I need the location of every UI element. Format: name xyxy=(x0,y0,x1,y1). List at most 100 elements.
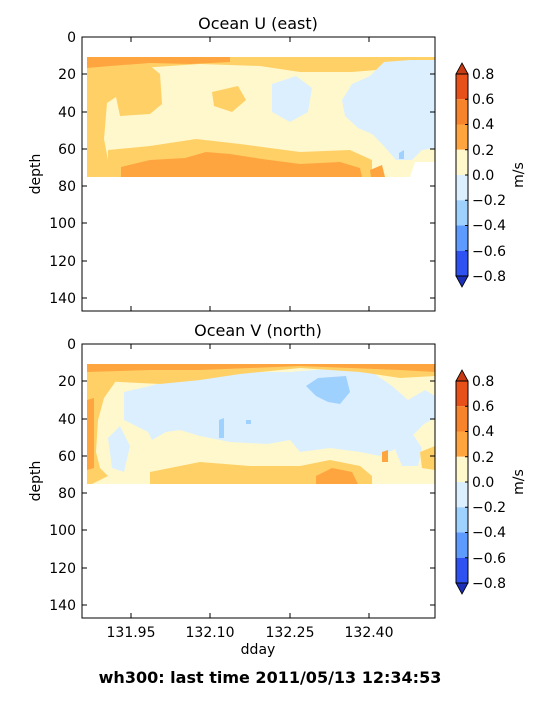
v-field-warm-right xyxy=(420,446,435,470)
colorbar-u-ticklabel: 0.0 xyxy=(472,168,494,184)
colorbar-u-ticklabel: 0.4 xyxy=(472,117,494,133)
u-field-warm-patch xyxy=(212,86,246,112)
u-ytick-marks xyxy=(82,36,435,299)
colorbar-u-label: m/s xyxy=(511,162,527,188)
panel-v-ylabel: depth xyxy=(28,461,44,502)
colorbar-v-seg xyxy=(456,532,468,558)
panel-ocean-u: Ocean U (east) 0 20 40 60 80 xyxy=(28,14,527,312)
colorbar-u-ticklabel: −0.2 xyxy=(472,193,506,209)
panel-u-ylabel: depth xyxy=(28,154,44,195)
u-ytick-label: 60 xyxy=(58,142,76,158)
colorbar-v-over-tip xyxy=(455,369,469,382)
u-field-orange-top xyxy=(87,57,230,68)
u-field-orange-bottom xyxy=(121,152,362,177)
colorbar-v-ticks xyxy=(465,380,468,584)
v-ytick-label: 80 xyxy=(58,486,76,502)
v-field-nodata xyxy=(82,484,435,618)
colorbar-u-ticks xyxy=(465,73,468,277)
colorbar-u-seg xyxy=(456,250,468,276)
colorbar-v-seg xyxy=(456,381,468,407)
colorbar-v-ticklabel: −0.8 xyxy=(472,576,506,592)
u-xtick-marks xyxy=(130,37,370,311)
v-xtick-label: 131.95 xyxy=(107,625,156,641)
colorbar-v-ticklabel: 0.4 xyxy=(472,424,494,440)
colorbar-u-seg xyxy=(456,124,468,150)
v-field-orange-top xyxy=(87,364,435,372)
colorbar-u-seg xyxy=(456,200,468,226)
colorbar-u: 0.8 0.6 0.4 0.2 0.0 −0.2 −0.4 −0.6 −0.8 … xyxy=(455,62,527,288)
panel-u-field xyxy=(82,57,435,311)
u-field-cool-right xyxy=(342,60,435,160)
colorbar-v: 0.8 0.6 0.4 0.2 0.0 −0.2 −0.4 −0.6 −0.8 … xyxy=(455,369,527,595)
v-ytick-label: 100 xyxy=(49,523,76,539)
panel-v-field xyxy=(82,364,435,618)
colorbar-u-seg xyxy=(456,149,468,175)
colorbar-v-seg xyxy=(456,482,468,508)
colorbar-v-seg xyxy=(456,557,468,583)
colorbar-u-seg xyxy=(456,99,468,125)
colorbar-u-ticklabel: −0.6 xyxy=(472,244,506,260)
colorbar-v-label: m/s xyxy=(511,469,527,495)
colorbar-v-seg xyxy=(456,507,468,533)
u-ytick-label: 140 xyxy=(49,291,76,307)
v-field-blue-dot2 xyxy=(246,420,251,424)
colorbar-v-ticklabel: 0.6 xyxy=(472,399,494,415)
u-ytick-label: 80 xyxy=(58,179,76,195)
figure-suptitle: wh300: last time 2011/05/13 12:34:53 xyxy=(99,668,442,687)
colorbar-u-over-tip xyxy=(455,62,469,75)
v-ytick-label: 120 xyxy=(49,561,76,577)
colorbar-v-ticklabel: 0.0 xyxy=(472,475,494,491)
colorbar-u-ticklabel: −0.8 xyxy=(472,269,506,285)
panel-v-axes-frame xyxy=(81,343,436,619)
panel-v-title: Ocean V (north) xyxy=(194,321,322,340)
panel-v-xlabel: dday xyxy=(241,642,276,658)
v-xtick-marks xyxy=(130,344,370,618)
v-ytick-label: 40 xyxy=(58,412,76,428)
colorbar-v-seg xyxy=(456,456,468,482)
panel-ocean-v: Ocean V (north) 0 20 xyxy=(28,321,527,658)
colorbar-v-ticklabel: 0.8 xyxy=(472,374,494,390)
u-ytick-label: 0 xyxy=(67,30,76,46)
v-field-orange-left xyxy=(87,398,94,470)
u-ytick-label: 20 xyxy=(58,67,76,83)
colorbar-u-ticklabel: 0.6 xyxy=(472,92,494,108)
u-ytick-label: 120 xyxy=(49,254,76,270)
panel-v-yticks: 0 20 40 60 80 100 120 140 xyxy=(49,337,435,618)
colorbar-u-seg xyxy=(456,74,468,100)
panel-u-title: Ocean U (east) xyxy=(198,14,318,33)
panel-v-xticks: 131.95 132.10 132.25 132.40 xyxy=(107,625,394,641)
v-field-cool-right xyxy=(394,430,422,466)
u-field-warm-left xyxy=(87,64,162,177)
colorbar-u-seg xyxy=(456,225,468,251)
colorbar-v-seg xyxy=(456,431,468,457)
v-field-blue-patch xyxy=(306,376,350,404)
colorbar-v-ticklabel: 0.2 xyxy=(472,450,494,466)
colorbar-u-seg xyxy=(456,175,468,201)
v-field-blue-dot xyxy=(219,418,224,438)
v-xtick-label: 132.25 xyxy=(266,625,315,641)
v-field-cool-main xyxy=(124,368,435,456)
u-ytick-label: 100 xyxy=(49,216,76,232)
v-ytick-label: 0 xyxy=(67,337,76,353)
v-xtick-label: 132.10 xyxy=(186,625,235,641)
colorbar-v-ticklabel: −0.4 xyxy=(472,525,506,541)
colorbar-v-seg xyxy=(456,406,468,432)
colorbar-v-ticklabel: −0.6 xyxy=(472,551,506,567)
v-field-orange-bottom xyxy=(316,468,358,484)
v-xtick-label: 132.40 xyxy=(345,625,394,641)
u-field-orange-right xyxy=(370,165,385,177)
panel-u-axes-frame xyxy=(81,36,436,312)
v-field-orange-dot xyxy=(382,450,388,462)
colorbar-u-ticklabel: −0.4 xyxy=(472,218,506,234)
colorbar-u-under-tip xyxy=(455,275,469,288)
v-ytick-label: 140 xyxy=(49,598,76,614)
colorbar-v-under-tip xyxy=(455,582,469,595)
u-ytick-label: 40 xyxy=(58,105,76,121)
u-field-cool-center xyxy=(272,76,312,122)
u-field-cool-dot xyxy=(399,150,404,159)
colorbar-v-ticklabel: −0.2 xyxy=(472,500,506,516)
v-field-warm-left xyxy=(87,364,120,484)
v-ytick-label: 20 xyxy=(58,374,76,390)
colorbar-u-ticklabel: 0.8 xyxy=(472,67,494,83)
